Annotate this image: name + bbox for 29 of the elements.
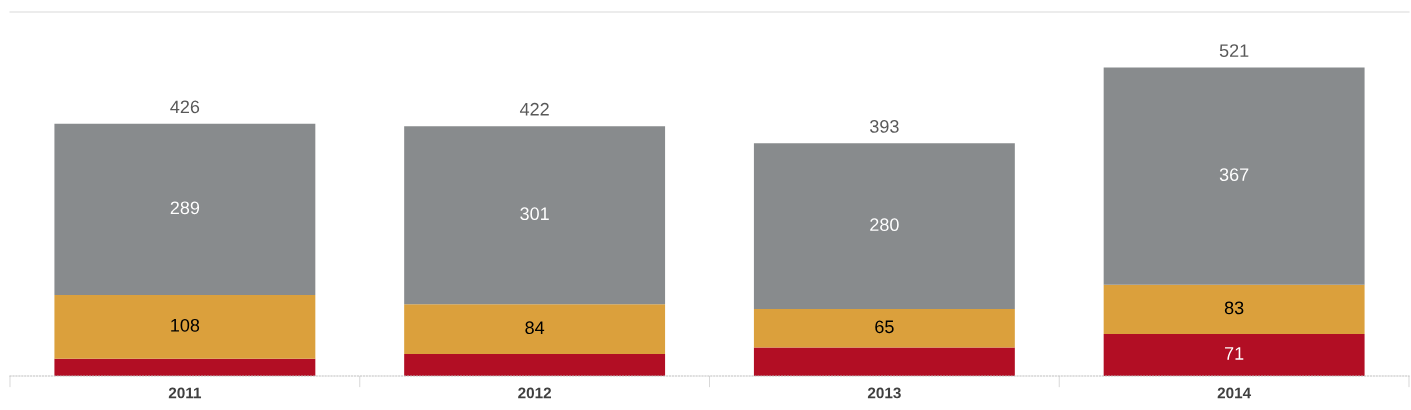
bar <box>54 123 316 295</box>
data-label: 367 <box>1219 168 1249 182</box>
data-label: 108 <box>171 318 200 332</box>
bar <box>404 354 666 376</box>
x-tick-label: 2014 <box>1217 387 1252 399</box>
data-label: 280 <box>870 218 899 232</box>
bar <box>404 304 666 355</box>
data-label: 65 <box>875 320 894 334</box>
total-label: 422 <box>519 102 549 116</box>
data-label: 71 <box>1225 347 1244 360</box>
x-tick-label: 2013 <box>867 387 901 399</box>
total-label: 393 <box>870 120 899 133</box>
bar <box>1103 67 1365 285</box>
x-tick-label: 2011 <box>168 387 202 399</box>
bar <box>54 294 316 359</box>
bar <box>54 358 316 376</box>
bar <box>404 126 666 305</box>
data-label: 301 <box>520 207 549 221</box>
total-label: 521 <box>1219 44 1249 58</box>
data-label: 289 <box>170 201 200 215</box>
bar <box>753 309 1015 348</box>
bar <box>753 347 1015 376</box>
bar <box>753 143 1015 310</box>
data-label: 83 <box>1224 301 1244 315</box>
data-label: 84 <box>525 321 545 335</box>
x-tick-label: 2012 <box>518 387 552 399</box>
bar <box>1103 333 1365 376</box>
total-label: 426 <box>170 100 200 114</box>
bar <box>1103 284 1365 334</box>
